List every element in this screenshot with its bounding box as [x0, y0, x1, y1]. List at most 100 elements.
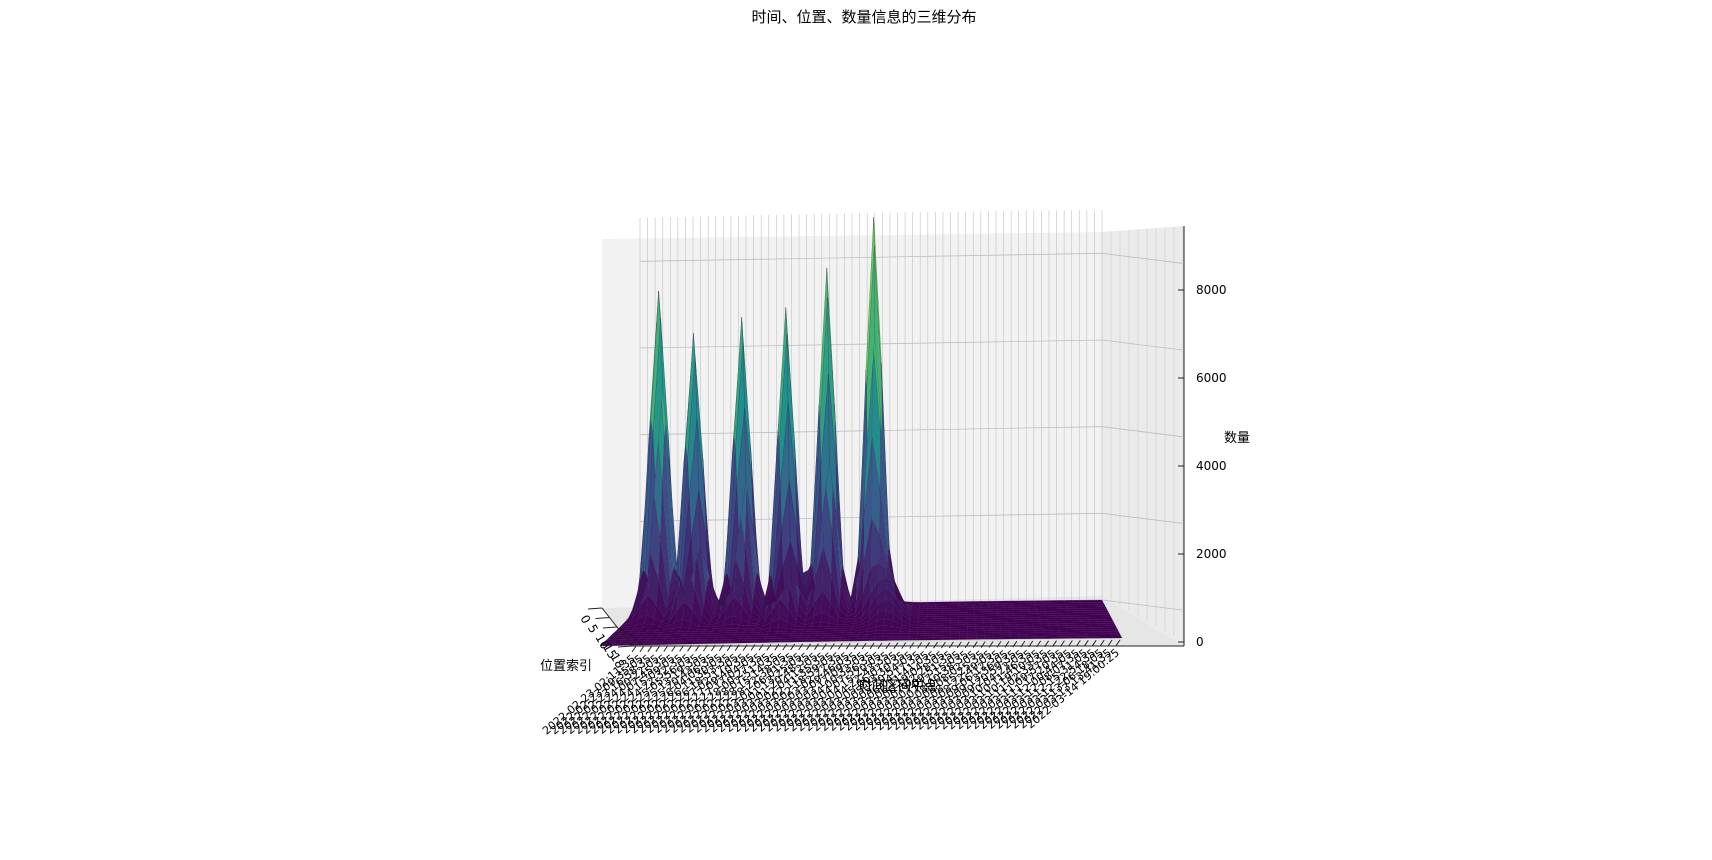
surface-patch: [974, 622, 984, 625]
surface-patch: [942, 635, 951, 638]
grid-line-horizontal-side: [1101, 512, 1183, 524]
surface-patch: [1019, 604, 1029, 608]
surface-patch: [997, 611, 1007, 615]
x-tick: [893, 642, 899, 649]
surface-patch: [816, 632, 826, 636]
surface-patch: [976, 636, 986, 640]
surface-patch: [1052, 610, 1062, 614]
surface-patch: [1007, 623, 1017, 627]
surface-patch: [1090, 608, 1101, 611]
surface-patch: [975, 626, 985, 630]
surface-patch: [1013, 613, 1023, 616]
surface-patch: [822, 639, 833, 642]
surface-patch: [840, 634, 851, 638]
surface-patch: [1076, 612, 1087, 616]
surface-patch: [997, 609, 1006, 612]
surface-patch: [775, 631, 786, 635]
surface-patch: [1025, 630, 1035, 633]
x-tick: [655, 645, 661, 652]
surface-patch: [991, 626, 1001, 629]
surface-patch: [999, 624, 1009, 627]
surface-patch: [965, 607, 975, 611]
surface-patch: [1067, 610, 1078, 614]
x-tick: [885, 642, 891, 650]
surface-patch: [980, 600, 989, 604]
surface-patch: [1021, 613, 1031, 616]
surface-patch: [974, 613, 983, 617]
surface-patch: [801, 628, 812, 632]
surface-patch: [1094, 616, 1105, 620]
surface-patch: [1097, 623, 1108, 626]
surface-patch: [1020, 608, 1030, 612]
surface-patch: [907, 637, 918, 641]
surface-patch: [925, 627, 935, 630]
x-tick: [774, 643, 780, 651]
surface-patch: [791, 631, 802, 634]
surface-patch: [1010, 600, 1020, 604]
x-tick: [1028, 640, 1034, 648]
surface-patch: [933, 633, 943, 636]
surface-patch: [831, 636, 842, 640]
surface-patch: [1062, 616, 1072, 620]
surface-patch: [1092, 629, 1103, 633]
surface-patch: [1036, 608, 1046, 612]
surface-patch: [779, 639, 790, 643]
surface-patch: [1025, 627, 1035, 631]
surface-patch: [983, 626, 993, 630]
surface-patch: [983, 624, 993, 627]
surface-patch: [942, 637, 952, 641]
surface-patch: [1079, 601, 1090, 605]
surface-patch: [916, 637, 926, 641]
surface-patch: [1051, 631, 1061, 635]
surface-patch: [1064, 621, 1074, 624]
surface-patch: [1083, 610, 1094, 614]
surface-patch: [950, 611, 959, 615]
surface-patch: [1043, 634, 1054, 637]
surface-patch: [1018, 636, 1029, 640]
surface-patch: [957, 601, 967, 604]
y-tick-label: 15: [600, 641, 620, 661]
surface-patch: [950, 616, 959, 619]
surface-patch: [1074, 608, 1085, 611]
surface-patch: [973, 611, 983, 615]
z-tick-label: 2000: [1196, 547, 1227, 561]
surface-patch: [1045, 612, 1055, 616]
surface-patch: [1051, 634, 1062, 637]
surface-patch: [1042, 604, 1052, 608]
surface-patch: [1067, 608, 1077, 612]
surface-patch: [933, 635, 943, 639]
surface-patch: [813, 639, 824, 643]
surface-patch: [1033, 600, 1043, 604]
surface-patch: [1093, 631, 1104, 635]
surface-patch: [747, 622, 758, 627]
surface-patch: [958, 628, 968, 632]
z-tick-label: 4000: [1196, 459, 1227, 473]
surface-patch: [1107, 627, 1118, 630]
surface-patch: [1008, 628, 1018, 631]
surface-patch: [998, 619, 1008, 623]
surface-patch: [1102, 616, 1113, 620]
x-tick: [631, 645, 637, 653]
surface-patch: [1036, 610, 1046, 614]
surface-patch: [1015, 623, 1026, 627]
surface-patch: [1095, 618, 1106, 622]
surface-patch: [1004, 609, 1014, 612]
surface-patch: [1103, 618, 1114, 622]
surface-patch: [942, 607, 951, 611]
surface-patch: [835, 626, 845, 630]
surface-patch: [1008, 630, 1019, 633]
x-tick: [941, 641, 946, 649]
surface-patch: [790, 633, 802, 637]
surface-patch: [973, 605, 982, 609]
surface-patch: [916, 635, 926, 639]
x-tick: [806, 643, 811, 651]
surface-patch: [919, 604, 928, 607]
surface-patch: [991, 624, 1001, 627]
x-tick: [909, 642, 915, 649]
surface-patch: [950, 601, 959, 605]
surface-patch: [1065, 625, 1076, 629]
surface-patch: [1097, 606, 1107, 609]
x-tick: [845, 643, 851, 650]
surface-patch: [1028, 608, 1038, 612]
y-tick-label: 18: [607, 651, 627, 671]
